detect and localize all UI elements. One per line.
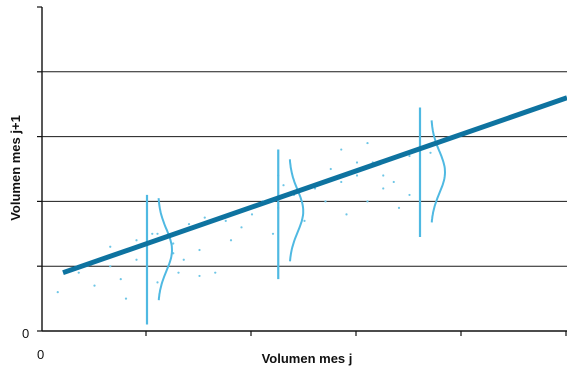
x-tick-label-0: 0	[37, 347, 44, 362]
data-point	[282, 184, 285, 187]
distribution-curve-2	[288, 159, 305, 262]
grid	[42, 71, 567, 267]
y-axis-title: Volumen mes j+1	[8, 115, 23, 221]
data-point	[324, 200, 327, 203]
data-point	[182, 258, 185, 261]
data-point	[382, 187, 385, 190]
data-point	[93, 284, 96, 287]
x-axis-title: Volumen mes j	[262, 351, 353, 366]
data-point	[382, 174, 385, 177]
data-point	[340, 148, 343, 151]
distribution-curve-3	[430, 120, 447, 223]
data-point	[408, 154, 411, 158]
data-point	[177, 271, 180, 274]
data-point	[392, 180, 395, 184]
data-point	[355, 174, 359, 177]
data-point	[229, 239, 233, 242]
data-point	[329, 167, 332, 171]
data-point	[56, 291, 59, 294]
data-point	[224, 219, 227, 222]
data-point	[240, 226, 243, 229]
data-point	[198, 248, 201, 252]
data-point	[156, 281, 159, 284]
data-point	[429, 151, 432, 154]
conditional-distributions	[145, 107, 447, 325]
data-point	[156, 232, 159, 235]
data-point	[366, 200, 369, 203]
data-point	[198, 274, 201, 278]
data-point	[109, 245, 112, 248]
data-point	[345, 213, 348, 216]
data-point	[119, 278, 122, 281]
data-point	[109, 265, 112, 268]
data-point	[203, 216, 206, 219]
data-point	[303, 219, 306, 222]
data-point	[151, 232, 154, 235]
data-point	[187, 222, 191, 226]
axes	[37, 6, 567, 336]
data-point	[271, 232, 275, 235]
data-point	[355, 161, 359, 164]
data-point	[77, 271, 80, 274]
data-point	[214, 271, 217, 274]
data-point	[397, 206, 401, 209]
distribution-curve-1	[157, 198, 174, 301]
data-point	[340, 180, 343, 184]
data-point	[172, 242, 175, 245]
data-point	[408, 193, 411, 197]
data-point	[366, 141, 369, 145]
data-point	[124, 297, 128, 300]
regression-line	[62, 95, 567, 276]
data-point	[135, 239, 138, 242]
data-point	[135, 258, 138, 261]
y-tick-label-0: 0	[22, 326, 29, 341]
data-point	[250, 213, 254, 216]
